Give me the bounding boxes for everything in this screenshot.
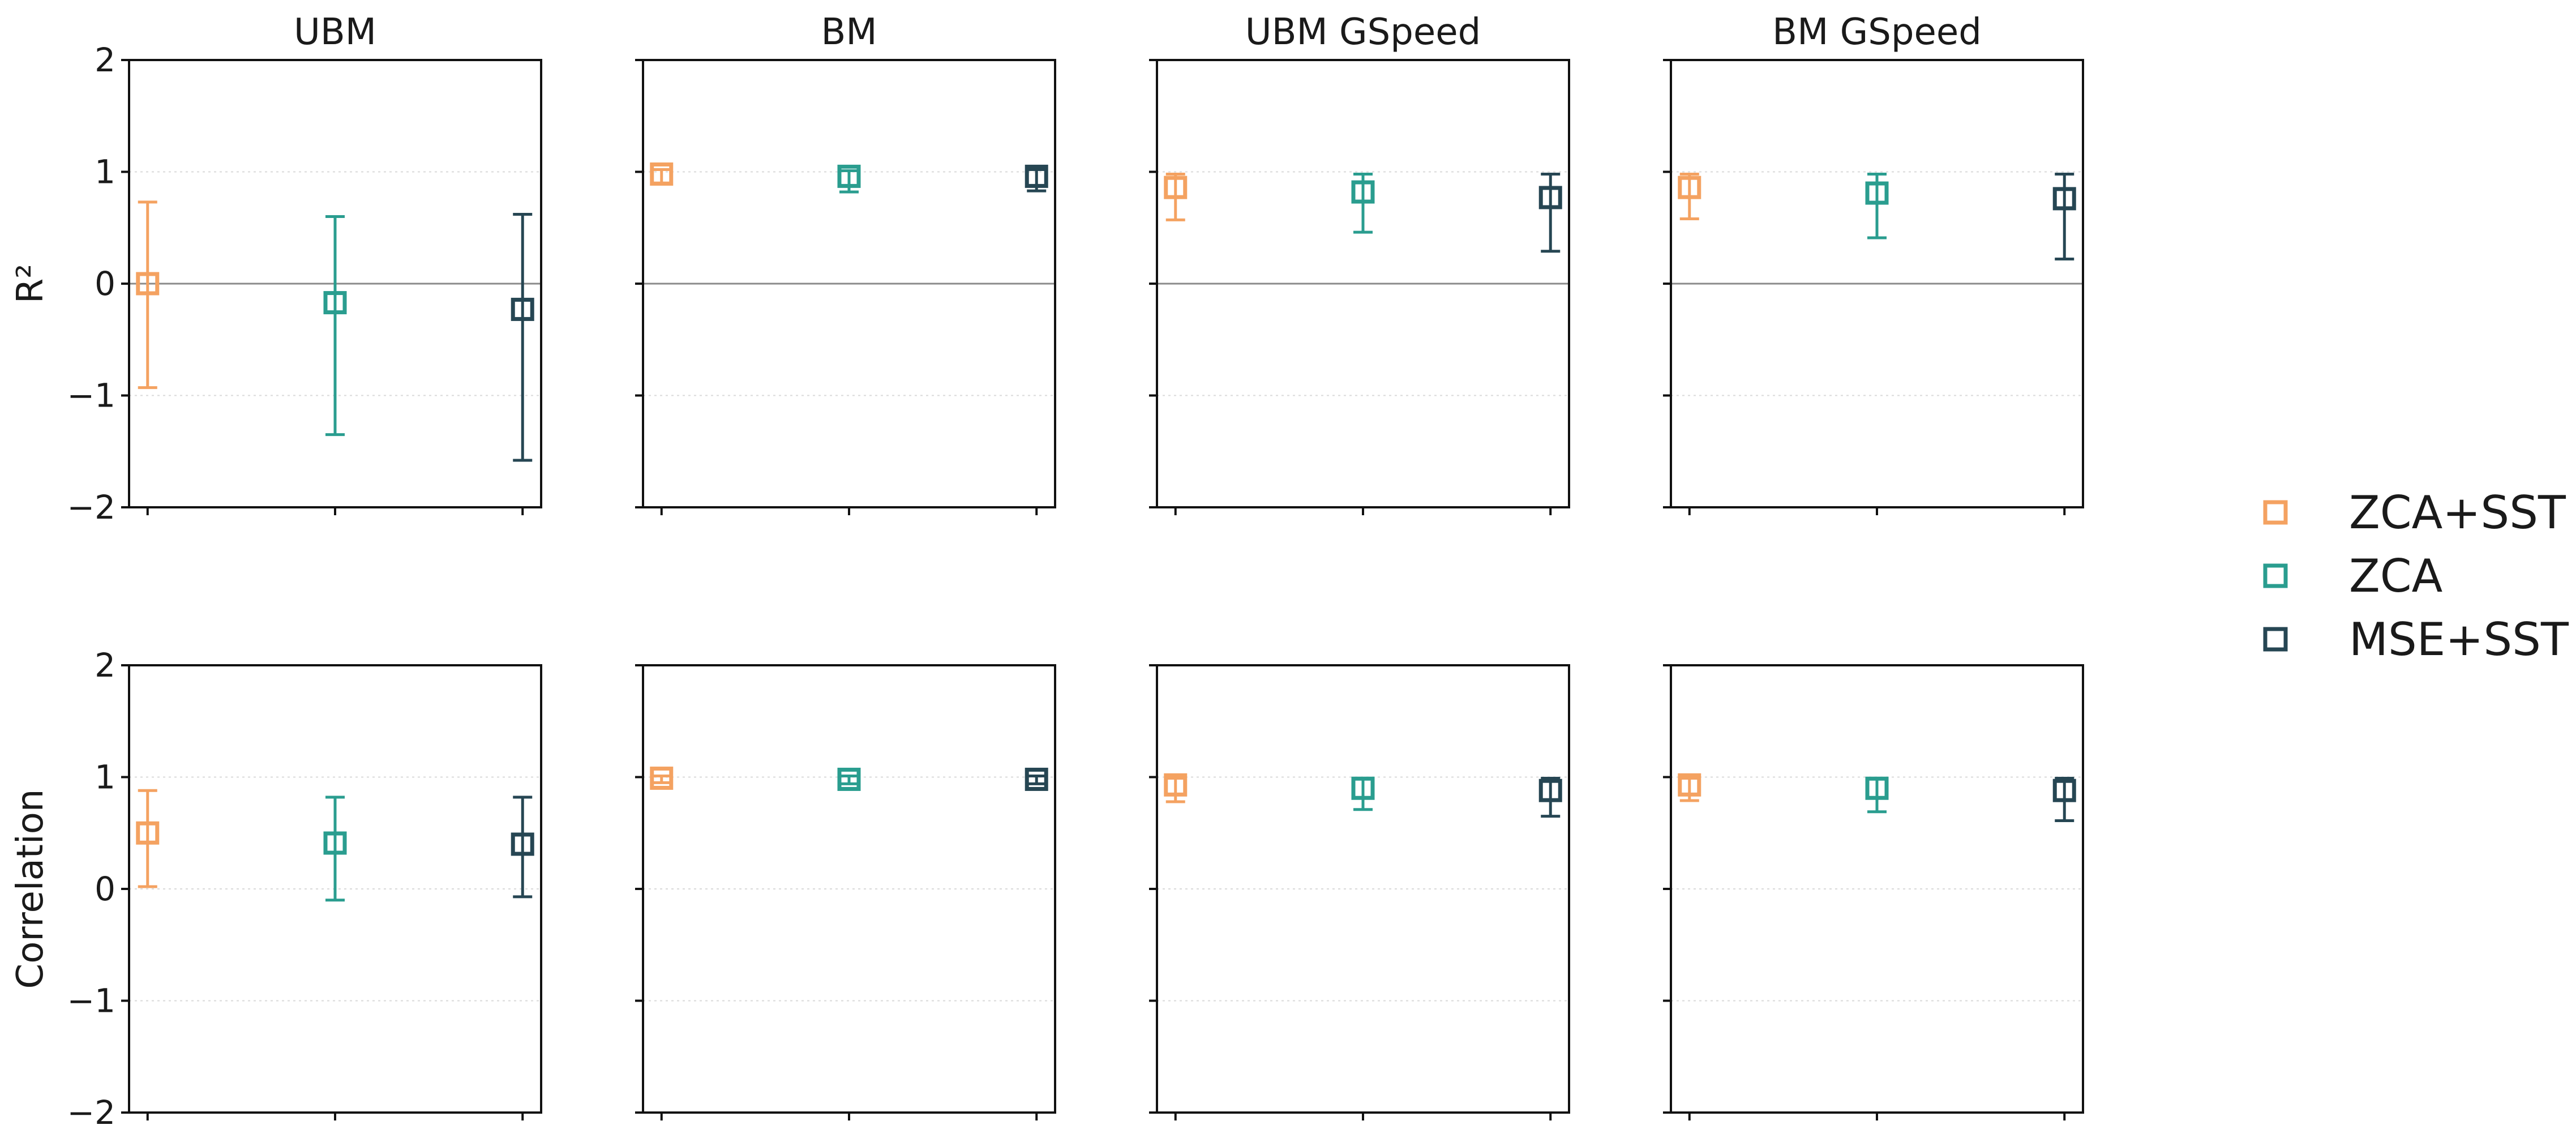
data-point-marker: [136, 272, 160, 296]
data-point-marker: [1164, 773, 1188, 797]
y-tick-label: −1: [67, 982, 116, 1020]
data-point-marker: [1164, 176, 1188, 199]
legend-marker: [2263, 563, 2288, 588]
legend-marker: [2263, 627, 2288, 652]
legend-label: MSE+SST: [2349, 613, 2569, 666]
chart-panel: [1149, 664, 1570, 1120]
data-point-marker: [837, 164, 861, 188]
data-point-marker: [2052, 779, 2076, 802]
y-tick-label: 0: [95, 870, 115, 908]
y-tick-label: −2: [67, 1093, 116, 1132]
data-point-marker: [1025, 164, 1048, 188]
chart-panel: −2 −1 0 1 2: [67, 41, 542, 527]
data-point-marker: [1678, 176, 1701, 199]
data-point-marker: [136, 821, 160, 845]
data-point-marker: [1538, 779, 1562, 802]
data-point-marker: [1351, 180, 1375, 204]
panel-title: UBM: [294, 11, 376, 53]
chart-panel: [1663, 59, 2084, 515]
data-point-marker: [1865, 776, 1889, 800]
y-tick-label: 2: [95, 646, 115, 685]
panel-title: UBM GSpeed: [1245, 11, 1481, 53]
y-tick-label: −2: [67, 488, 116, 527]
data-point-marker: [837, 767, 861, 791]
data-point-marker: [2052, 187, 2076, 211]
y-tick-label: −1: [67, 377, 116, 415]
y-axis-label: R²: [10, 264, 52, 303]
legend: ZCA+SST ZCA MSE+SST: [2263, 486, 2569, 666]
data-point-marker: [1678, 773, 1701, 797]
y-axis-label: Correlation: [10, 789, 52, 989]
legend-label: ZCA+SST: [2349, 486, 2566, 539]
panel-title: BM GSpeed: [1772, 11, 1982, 53]
data-point-marker: [1865, 181, 1889, 205]
data-point-marker: [1538, 186, 1562, 209]
chart-panel: [635, 664, 1056, 1120]
data-point-marker: [1351, 776, 1375, 800]
data-point-marker: [511, 297, 534, 321]
chart-panel: [1149, 59, 1570, 515]
chart-panel: [1663, 664, 2084, 1120]
y-tick-label: 1: [95, 153, 115, 191]
y-tick-label: 2: [95, 41, 115, 79]
data-point-marker: [323, 831, 347, 855]
data-point-marker: [650, 766, 674, 790]
data-point-marker: [650, 162, 674, 186]
chart-panel: [635, 59, 1056, 515]
legend-marker: [2263, 500, 2288, 525]
panel-title: BM: [821, 11, 877, 53]
data-point-marker: [1025, 767, 1048, 791]
y-tick-label: 0: [95, 264, 115, 303]
y-tick-label: 1: [95, 758, 115, 797]
data-point-marker: [511, 832, 534, 856]
legend-label: ZCA: [2349, 550, 2443, 602]
chart-panel: −2 −1 0 1 2: [67, 646, 542, 1132]
data-point-marker: [323, 291, 347, 315]
